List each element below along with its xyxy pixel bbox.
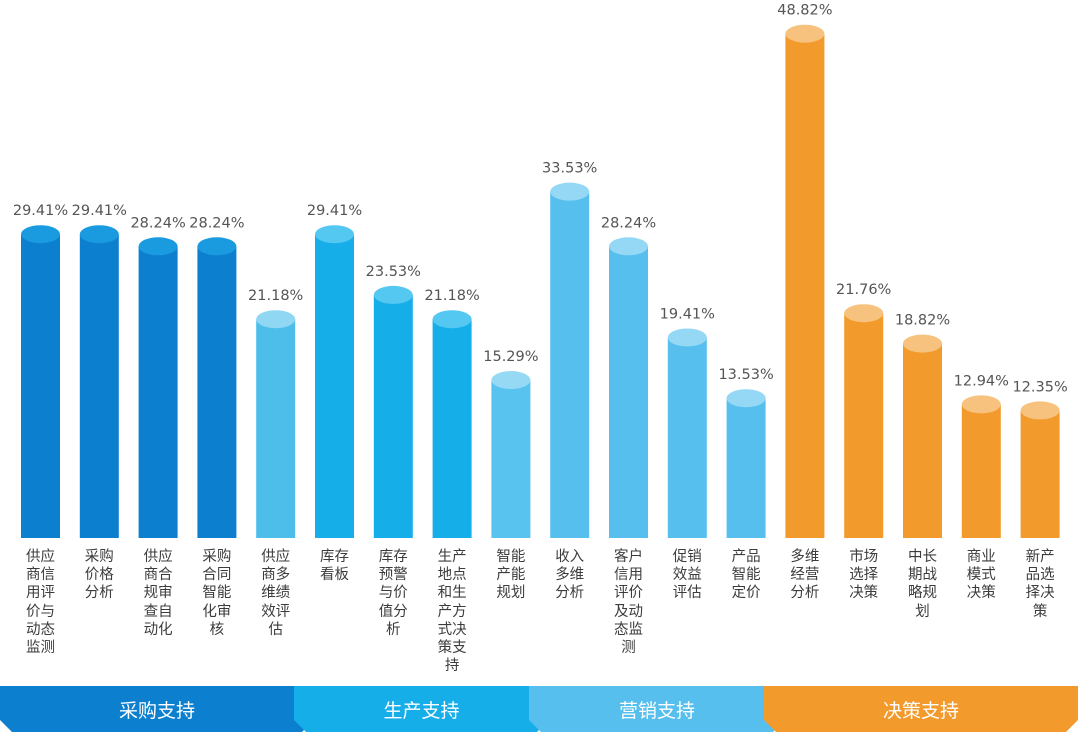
- bar-value-label: 23.53%: [366, 264, 421, 280]
- category-label: 促销效益评估: [672, 549, 702, 602]
- group-label: 采购支持: [118, 699, 195, 722]
- bar: [844, 313, 884, 538]
- category-label: 中长期战略规划: [908, 549, 937, 620]
- bar-value-label: 29.41%: [307, 203, 362, 219]
- bar-value-label: 21.18%: [248, 288, 303, 304]
- bar-top: [667, 328, 707, 347]
- category-label: 产品智能定价: [731, 549, 761, 602]
- bar: [609, 246, 648, 538]
- category-label: 供应商信用评价与动态监测: [26, 549, 55, 657]
- category-label: 采购合同智能化审核: [202, 549, 232, 638]
- bar: [21, 234, 60, 538]
- bar-value-label: 28.24%: [601, 215, 656, 231]
- bar-value-label: 18.82%: [895, 313, 950, 329]
- category-label: 客户信用评价及动态监测: [614, 549, 643, 657]
- bar-top: [903, 334, 942, 353]
- category-label: 收入多维分析: [555, 549, 585, 602]
- bar: [138, 246, 178, 538]
- group-label: 决策支持: [882, 699, 959, 722]
- bar: [373, 294, 413, 538]
- bar: [315, 234, 354, 538]
- bar-top: [961, 395, 1001, 414]
- bar-value-label: 33.53%: [542, 161, 597, 177]
- bar-top: [609, 237, 648, 256]
- bar-top: [726, 389, 766, 408]
- bar-top: [373, 285, 413, 304]
- bar: [903, 343, 942, 538]
- bar-top: [785, 24, 825, 43]
- bar-value-label: 48.82%: [777, 3, 832, 19]
- bar-value-label: 29.41%: [72, 203, 127, 219]
- bar-top: [550, 182, 590, 201]
- bar-value-label: 21.18%: [424, 288, 479, 304]
- category-label: 新产品选择决策: [1025, 549, 1055, 620]
- group-banner: 采购支持: [0, 686, 314, 732]
- bar-value-label: 19.41%: [660, 306, 715, 322]
- category-label: 库存预警与价值分析: [378, 549, 408, 638]
- bar: [726, 398, 766, 538]
- group-banner: 决策支持: [764, 686, 1078, 732]
- bar: [550, 191, 590, 538]
- bar: [961, 404, 1001, 538]
- bar-top: [844, 304, 884, 323]
- bar-top: [197, 237, 237, 256]
- bar-top: [432, 310, 472, 329]
- bar-value-label: 15.29%: [483, 349, 538, 365]
- group-label: 营销支持: [618, 699, 695, 722]
- bar-value-label: 13.53%: [718, 367, 773, 383]
- bar-top: [1020, 401, 1060, 420]
- bar-value-label: 21.76%: [836, 282, 891, 298]
- group-banner: 生产支持: [294, 686, 549, 732]
- group-label: 生产支持: [383, 699, 460, 722]
- category-label: 生产地点和生产方式决策支持: [437, 549, 467, 675]
- category-label: 市场选择决策: [849, 549, 879, 602]
- bar-top: [491, 371, 531, 390]
- bar-value-label: 28.24%: [189, 215, 244, 231]
- bar: [491, 380, 531, 538]
- bar-top: [138, 237, 178, 256]
- bar: [432, 319, 472, 538]
- bar-value-label: 29.41%: [13, 203, 68, 219]
- bar-top: [315, 225, 354, 244]
- category-label: 智能产能规划: [496, 549, 526, 602]
- bar-top: [79, 225, 119, 244]
- bar: [256, 319, 296, 538]
- bar: [197, 246, 237, 538]
- category-label: 库存看板: [320, 549, 349, 584]
- bar-top: [21, 225, 60, 244]
- bar: [785, 33, 825, 539]
- category-label: 供应商合规审查自动化: [143, 549, 173, 638]
- category-label: 商业模式决策: [966, 549, 996, 602]
- bar: [1020, 410, 1060, 538]
- bar-value-label: 12.94%: [954, 373, 1009, 389]
- category-label: 供应商多维绩效评估: [261, 549, 291, 638]
- bar-value-label: 28.24%: [130, 215, 185, 231]
- group-banner: 营销支持: [529, 686, 785, 732]
- bar-value-label: 12.35%: [1012, 379, 1067, 395]
- bar: [79, 234, 119, 538]
- category-label: 多维经营分析: [790, 549, 820, 602]
- bar-top: [256, 310, 296, 329]
- category-label: 采购价格分析: [84, 549, 114, 602]
- bar: [667, 337, 707, 538]
